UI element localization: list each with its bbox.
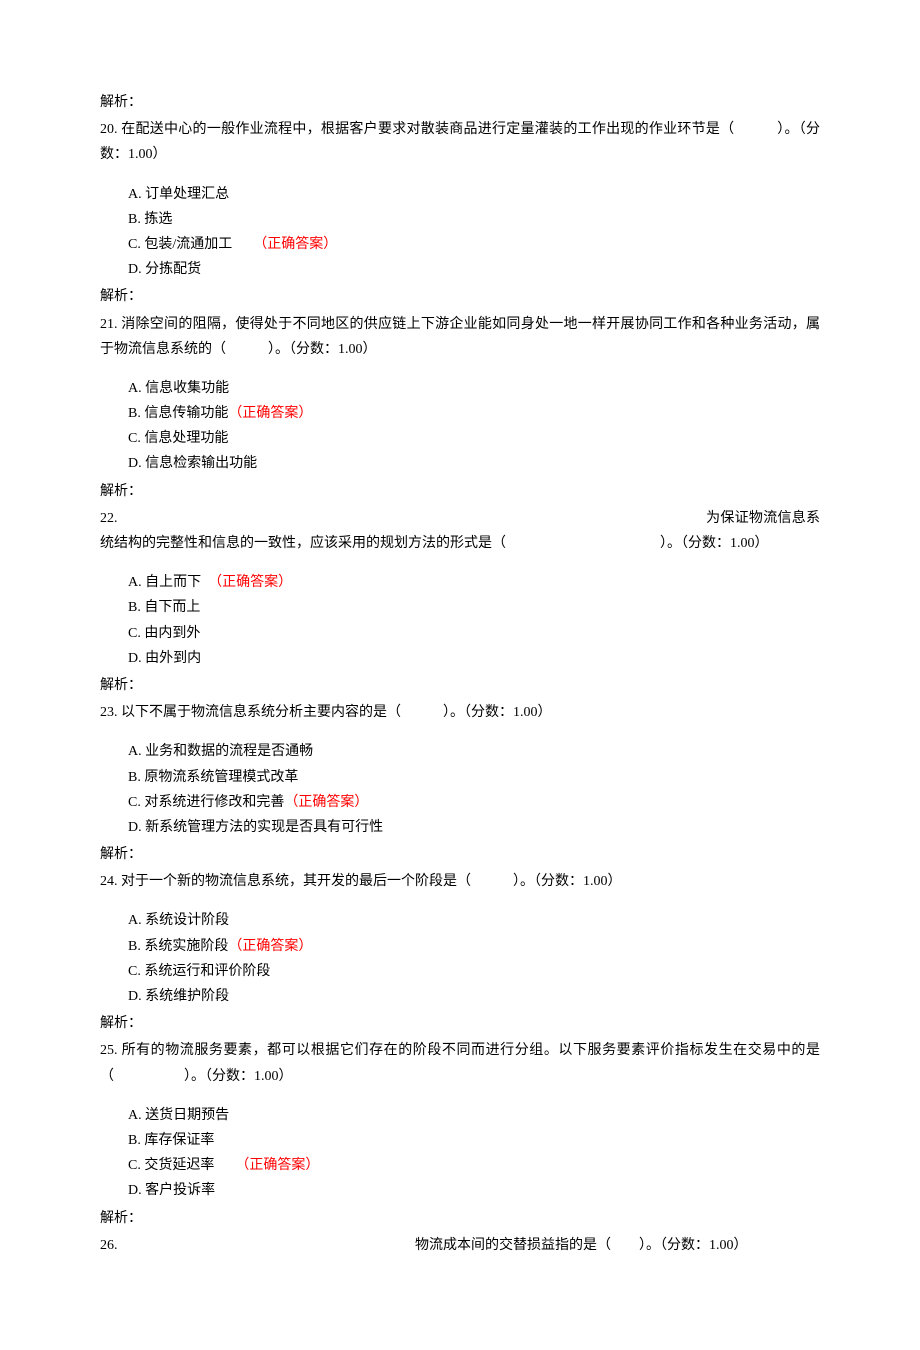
- question-text: 24. 对于一个新的物流信息系统，其开发的最后一个阶段是（ ）。（分数：1.00…: [100, 869, 820, 894]
- option-label: B. 原物流系统管理模式改革: [128, 770, 298, 785]
- option-group: A. 订单处理汇总 B. 拣选 C. 包装/流通加工 （正确答案） D. 分拣配货: [100, 182, 820, 283]
- gap: [232, 237, 260, 252]
- option-label: A. 系统设计阶段: [128, 913, 229, 928]
- question: 20. 在配送中心的一般作业流程中，根据客户要求对散装商品进行定量灌装的工作出现…: [100, 117, 820, 282]
- analysis-label: 解析：: [100, 479, 820, 504]
- correct-answer-mark: （正确答案）: [260, 237, 337, 252]
- analysis-label: 解析：: [100, 842, 820, 867]
- question: 26. 物流成本间的交替损益指的是（ ）。（分数：1.00）: [100, 1233, 820, 1258]
- correct-answer-mark: （正确答案）: [228, 939, 312, 954]
- option: B. 系统实施阶段（正确答案）: [100, 934, 820, 959]
- option-label: B. 拣选: [128, 212, 172, 227]
- analysis-label: 解析：: [100, 284, 820, 309]
- gap: [201, 575, 215, 590]
- option: D. 分拣配货: [100, 257, 820, 282]
- option: C. 由内到外: [100, 621, 820, 646]
- correct-answer-mark: （正确答案）: [228, 406, 312, 421]
- option: A. 信息收集功能: [100, 376, 820, 401]
- option-label: C. 对系统进行修改和完善: [128, 795, 284, 810]
- option-label: D. 客户投诉率: [128, 1183, 215, 1198]
- question-text: 21. 消除空间的阻隔，使得处于不同地区的供应链上下游企业能如同身处一地一样开展…: [100, 312, 820, 362]
- option-label: D. 系统维护阶段: [128, 989, 229, 1004]
- option: C. 交货延迟率 （正确答案）: [100, 1153, 820, 1178]
- option-label: B. 库存保证率: [128, 1133, 214, 1148]
- gap: [214, 1158, 242, 1173]
- option-group: A. 自上而下 （正确答案） B. 自下而上 C. 由内到外 D. 由外到内: [100, 570, 820, 671]
- option: C. 信息处理功能: [100, 426, 820, 451]
- correct-answer-mark: （正确答案）: [284, 795, 368, 810]
- option: A. 业务和数据的流程是否通畅: [100, 739, 820, 764]
- analysis-label: 解析：: [100, 1011, 820, 1036]
- option-label: B. 自下而上: [128, 600, 200, 615]
- option-group: A. 信息收集功能B. 信息传输功能（正确答案）C. 信息处理功能D. 信息检索…: [100, 376, 820, 477]
- option: B. 信息传输功能（正确答案）: [100, 401, 820, 426]
- option-label: D. 信息检索输出功能: [128, 456, 257, 471]
- option: B. 库存保证率: [100, 1128, 820, 1153]
- option: B. 原物流系统管理模式改革: [100, 765, 820, 790]
- option-label: A. 自上而下: [128, 575, 201, 590]
- option-group: A. 系统设计阶段 B. 系统实施阶段（正确答案） C. 系统运行和评价阶段 D. 系…: [100, 908, 820, 1009]
- option-label: C. 由内到外: [128, 626, 200, 641]
- option: C. 系统运行和评价阶段: [100, 959, 820, 984]
- option: A. 送货日期预告: [100, 1103, 820, 1128]
- option-label: C. 系统运行和评价阶段: [128, 964, 270, 979]
- question-text: 22. 为保证物流信息系统结构的完整性和信息的一致性，应该采用的规划方法的形式是…: [100, 506, 820, 556]
- question-text: 23. 以下不属于物流信息系统分析主要内容的是（ ）。（分数：1.00）: [100, 700, 820, 725]
- analysis-label: 解析：: [100, 673, 820, 698]
- option-label: B. 信息传输功能: [128, 406, 228, 421]
- option: B. 拣选: [100, 207, 820, 232]
- question: 22. 为保证物流信息系统结构的完整性和信息的一致性，应该采用的规划方法的形式是…: [100, 506, 820, 671]
- option-label: C. 包装/流通加工: [128, 237, 232, 252]
- question: 21. 消除空间的阻隔，使得处于不同地区的供应链上下游企业能如同身处一地一样开展…: [100, 312, 820, 477]
- option: D. 由外到内: [100, 646, 820, 671]
- option: C. 对系统进行修改和完善（正确答案）: [100, 790, 820, 815]
- option: B. 自下而上: [100, 595, 820, 620]
- question-text: 25. 所有的物流服务要素，都可以根据它们存在的阶段不同而进行分组。以下服务要素…: [100, 1038, 820, 1088]
- option: C. 包装/流通加工 （正确答案）: [100, 232, 820, 257]
- option: A. 订单处理汇总: [100, 182, 820, 207]
- analysis-label: 解析：: [100, 90, 820, 115]
- correct-answer-mark: （正确答案）: [242, 1158, 319, 1173]
- question-text: 26. 物流成本间的交替损益指的是（ ）。（分数：1.00）: [100, 1233, 820, 1258]
- option: D. 信息检索输出功能: [100, 451, 820, 476]
- option-label: B. 系统实施阶段: [128, 939, 228, 954]
- option-label: A. 业务和数据的流程是否通畅: [128, 744, 313, 759]
- option-label: A. 送货日期预告: [128, 1108, 229, 1123]
- option: D. 新系统管理方法的实现是否具有可行性: [100, 815, 820, 840]
- question-text: 20. 在配送中心的一般作业流程中，根据客户要求对散装商品进行定量灌装的工作出现…: [100, 117, 820, 167]
- question: 24. 对于一个新的物流信息系统，其开发的最后一个阶段是（ ）。（分数：1.00…: [100, 869, 820, 1009]
- option-label: C. 信息处理功能: [128, 431, 228, 446]
- option: A. 自上而下 （正确答案）: [100, 570, 820, 595]
- option-label: A. 信息收集功能: [128, 381, 229, 396]
- option-label: D. 新系统管理方法的实现是否具有可行性: [128, 820, 383, 835]
- option: D. 系统维护阶段: [100, 984, 820, 1009]
- option-group: A. 业务和数据的流程是否通畅 B. 原物流系统管理模式改革 C. 对系统进行修改和…: [100, 739, 820, 840]
- option: A. 系统设计阶段: [100, 908, 820, 933]
- correct-answer-mark: （正确答案）: [215, 575, 292, 590]
- option: D. 客户投诉率: [100, 1178, 820, 1203]
- question: 25. 所有的物流服务要素，都可以根据它们存在的阶段不同而进行分组。以下服务要素…: [100, 1038, 820, 1203]
- option-group: A. 送货日期预告 B. 库存保证率 C. 交货延迟率 （正确答案） D. 客户投诉率: [100, 1103, 820, 1204]
- option-label: C. 交货延迟率: [128, 1158, 214, 1173]
- option-label: D. 分拣配货: [128, 262, 201, 277]
- analysis-label: 解析：: [100, 1206, 820, 1231]
- option-label: D. 由外到内: [128, 651, 201, 666]
- question: 23. 以下不属于物流信息系统分析主要内容的是（ ）。（分数：1.00） A. 业…: [100, 700, 820, 840]
- option-label: A. 订单处理汇总: [128, 187, 229, 202]
